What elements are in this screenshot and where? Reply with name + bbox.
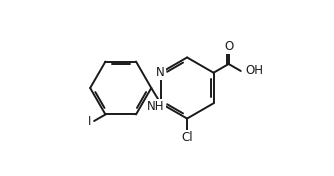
- Text: Cl: Cl: [181, 131, 193, 144]
- Text: NH: NH: [147, 100, 165, 113]
- Text: N: N: [156, 66, 165, 79]
- Text: O: O: [224, 40, 233, 53]
- Text: OH: OH: [245, 64, 263, 77]
- Text: I: I: [88, 115, 91, 127]
